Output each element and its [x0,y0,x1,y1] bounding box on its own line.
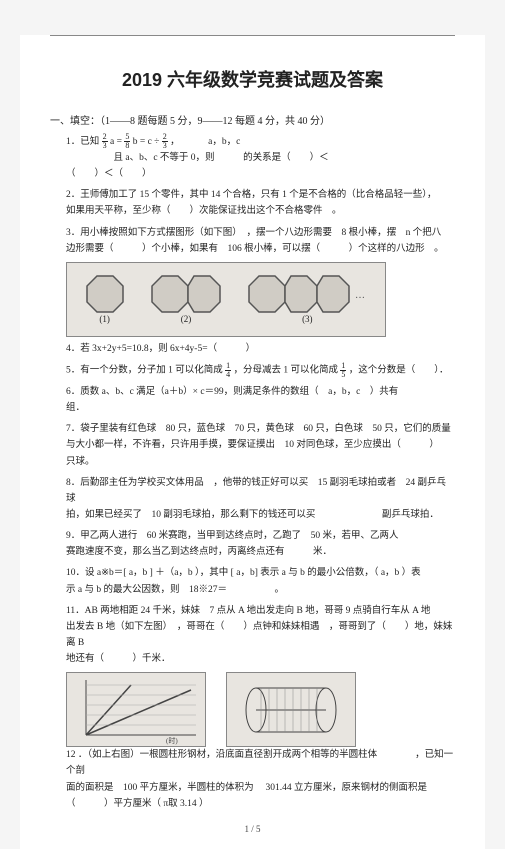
q5a: 5．有一个分数，分子加 1 可以化简成 [66,366,223,376]
oct-label-1: (1) [99,314,110,324]
bottom-figures: (时) [66,672,455,747]
q1: 1．已知 23 a = 58 b = c ÷ 23 ， a，b，c 且 a、b、… [50,133,455,182]
q1-pre: 1．已知 23 a = 58 b = c ÷ 23 ， a，b，c [66,137,240,147]
octagon-figure: (1) (2) … (3) [66,262,386,337]
q11: 11．AB 两地相距 24 千米，妹妹 7 点从 A 地出发走向 B 地，哥哥 … [50,603,455,668]
q9b: 赛跑速度不变，那么当乙到达终点时，丙离终点还有 米． [66,547,332,557]
q7a: 7．袋子里装有红色球 80 只，蓝色球 70 只，黄色球 60 只，白色球 50… [66,424,451,434]
q5: 5．有一个分数，分子加 1 可以化简成 14 ，分母减去 1 可以化简成 15 … [50,362,455,379]
q7b: 与大小都一样，不许看，只许用手摸，要保证摸出 10 对同色球，至少应摸出（ ） [66,440,439,450]
q2: 2．王师傅加工了 15 个零件，其中 14 个合格，只有 1 个是不合格的（比合… [50,187,455,219]
q12: 12 ．（如上右图）一根圆柱形钢材，沿底面直径割开成两个相等的半圆柱体 ，已知一… [50,747,455,812]
q10: 10．设 a※b＝[ a，b ] ＋（a，b ），其中 [ a，b] 表示 a … [50,565,455,597]
q11b: 出发去 B 地（如下左图） ，哥哥在（ ）点钟和妹妹相遇 ，哥哥到了（ ）地，妹… [66,622,452,648]
q1-t7: （ ）＜（ ） [66,169,152,179]
q12c: （ ）平方厘米（ π取 3.14 ） [66,799,209,809]
q2a: 2．王师傅加工了 15 个零件，其中 14 个合格，只有 1 个是不合格的（比合… [66,190,437,200]
q9a: 9．甲乙两人进行 60 米赛跑，当甲到达终点时，乙跑了 50 米，若甲、乙两人 [66,531,399,541]
q11a: 11．AB 两地相距 24 千米，妹妹 7 点从 A 地出发走向 B 地，哥哥 … [66,606,430,616]
q9: 9．甲乙两人进行 60 米赛跑，当甲到达终点时，乙跑了 50 米，若甲、乙两人 … [50,528,455,560]
frac-2-3: 23 [162,133,168,150]
q2b: 如果用天平称，至少称（ ）次能保证找出这个不合格零件 。 [66,206,342,216]
q1-t4: a，b，c [208,137,240,147]
q3: 3．用小棒按照如下方式摆图形（如下图） ，摆一个八边形需要 8 根小棒，摆 n … [50,225,455,257]
page-number: 1 / 5 [50,824,455,834]
q1-t5: 且 a、b、c 不等于 0，则 [114,153,215,163]
top-rule [50,35,455,36]
svg-text:(时): (时) [166,736,178,745]
oct-3: … (3) [247,274,367,324]
q1-t6: 的关系是（ ）＜ [243,153,329,163]
frac-2-3a: 23 [102,133,108,150]
cylinder-figure [226,672,356,747]
oct-label-3: (3) [302,314,313,324]
q10a: 10．设 a※b＝[ a，b ] ＋（a，b ），其中 [ a，b] 表示 a … [66,568,421,578]
oct-1: (1) [85,274,125,324]
q3a: 3．用小棒按照如下方式摆图形（如下图） ，摆一个八边形需要 8 根小棒，摆 n … [66,228,441,238]
section-1-head: 一、填空：（1——8 题每题 5 分，9——12 每题 4 分，共 40 分） [50,112,455,127]
q8a: 8．后勤邵主任为学校买文体用品 ，他带的钱正好可以买 15 副羽毛球拍或者 24… [66,478,446,504]
q6: 6．质数 a、b、c 满足（a＋b）× c＝99，则满足条件的数组（ a，b，c… [50,384,455,416]
frac-1-5: 15 [340,362,346,379]
q4: 4．若 3x+2y+5=10.8，则 6x+4y-5=（ ） [50,341,455,357]
page-container: 2019 六年级数学竞赛试题及答案 一、填空：（1——8 题每题 5 分，9——… [20,35,485,849]
title: 2019 六年级数学竞赛试题及答案 [50,66,455,92]
frac-1-4: 14 [225,362,231,379]
q12b: 面的面积是 100 平方厘米，半圆柱的体积为 301.44 立方厘米，原来钢材的… [66,783,427,793]
q10b: 示 a 与 b 的最大公因数，则 18※27＝ 。 [66,585,284,595]
frac-5-8: 58 [124,133,130,150]
q5b: ，分母减去 1 可以化简成 [234,366,339,376]
q7c: 只球。 [66,457,95,467]
svg-text:…: … [355,290,365,301]
oct-2: (2) [150,274,222,324]
q11c: 地还有（ ）千米． [66,654,171,664]
q8: 8．后勤邵主任为学校买文体用品 ，他带的钱正好可以买 15 副羽毛球拍或者 24… [50,475,455,523]
q3b: 边形需要（ ）个小棒，如果有 106 根小棒，可以摆（ ）个这样的八边形 。 [66,244,444,254]
q7: 7．袋子里装有红色球 80 只，蓝色球 70 只，黄色球 60 只，白色球 50… [50,421,455,469]
q5c: ，这个分数是（ ）． [349,366,449,376]
q8b: 拍，如果已经买了 10 副羽毛球拍，那么剩下的钱还可以买 副乒乓球拍． [66,510,439,520]
graph-figure: (时) [66,672,206,747]
q1-t3: ， [170,137,180,147]
q12a: 12 ．（如上右图）一根圆柱形钢材，沿底面直径割开成两个相等的半圆柱体 ，已知一… [66,750,453,776]
oct-label-2: (2) [181,314,192,324]
